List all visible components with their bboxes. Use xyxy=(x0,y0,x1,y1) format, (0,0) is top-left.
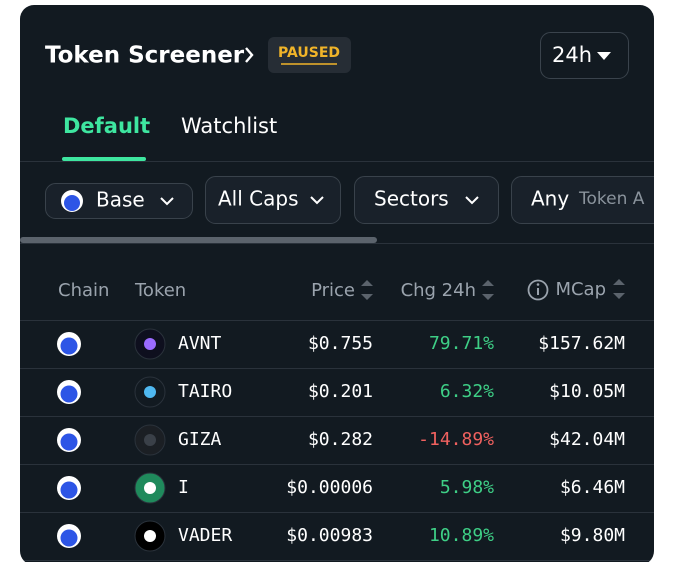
chevron xyxy=(160,197,174,206)
tab-active[interactable]: Default xyxy=(63,114,150,138)
token-symbol: AVNT xyxy=(178,333,222,354)
tab-indicator xyxy=(62,157,146,161)
token-symbol: VADER xyxy=(178,525,232,546)
timeframe[interactable]: 24h xyxy=(552,43,592,67)
chain-icon-inner xyxy=(60,385,78,403)
filter-chip[interactable] xyxy=(45,183,193,219)
tab[interactable]: Watchlist xyxy=(181,114,277,138)
change-24h: 5.98% xyxy=(440,477,494,498)
chain-icon-inner xyxy=(60,481,78,499)
chevron xyxy=(310,196,324,205)
panel: Token Screener PAUSED 24h Default Watchl… xyxy=(20,5,680,562)
token-symbol: GIZA xyxy=(178,429,222,450)
token-symbol: TAIRO xyxy=(178,381,232,402)
table-body: AVNT $0.755 79.71% $157.62M TAIRO $0.201 6.32%… xyxy=(20,328,654,561)
change-24h: 10.89% xyxy=(429,525,494,546)
filter-chip[interactable] xyxy=(354,176,499,224)
filter-label[interactable]: Sectors xyxy=(374,187,449,211)
market-cap: $157.62M xyxy=(538,333,625,354)
table-row[interactable]: AVNT $0.755 79.71% $157.62M xyxy=(20,328,654,369)
status: PAUSED xyxy=(278,45,340,61)
filter-chip[interactable] xyxy=(205,176,341,224)
price: $0.201 xyxy=(308,381,373,402)
token-icon-glyph xyxy=(144,386,156,398)
scroll-thumb[interactable] xyxy=(20,237,377,243)
table-row[interactable]: VADER $0.00983 10.89% $9.80M xyxy=(20,520,654,561)
column-header: Token xyxy=(134,280,186,301)
market-cap: $10.05M xyxy=(549,381,625,402)
change-24h: 79.71% xyxy=(429,333,494,354)
panel-bg xyxy=(20,5,654,562)
price: $0.00006 xyxy=(286,477,373,498)
sort-icon[interactable] xyxy=(482,280,494,300)
price: $0.00983 xyxy=(286,525,373,546)
title-chevron xyxy=(245,47,254,63)
column-header: Chain xyxy=(58,280,109,301)
market-cap: $42.04M xyxy=(549,429,625,450)
filter-label[interactable]: Base xyxy=(96,188,145,212)
filter-label[interactable]: Any xyxy=(531,187,569,211)
column-header[interactable]: Price xyxy=(311,280,355,301)
price: $0.755 xyxy=(308,333,373,354)
table-row[interactable]: I $0.00006 5.98% $6.46M xyxy=(20,472,654,513)
info-icon[interactable] xyxy=(527,279,549,301)
title[interactable]: Token Screener xyxy=(45,43,245,69)
token-icon-glyph xyxy=(144,530,156,542)
info-icon-dot xyxy=(536,283,540,286)
chain-icon-inner xyxy=(60,433,78,451)
price: $0.282 xyxy=(308,429,373,450)
market-cap: $6.46M xyxy=(560,477,625,498)
token-icon-glyph xyxy=(144,482,156,494)
filter-hint: Token A xyxy=(578,189,645,209)
token-icon-glyph xyxy=(144,434,156,446)
chain-icon-inner xyxy=(60,529,78,547)
chain-icon-inner xyxy=(64,195,80,211)
market-cap: $9.80M xyxy=(560,525,625,546)
column-header[interactable]: Chg 24h xyxy=(401,280,476,301)
sort-icon[interactable] xyxy=(613,279,625,299)
token-icon-glyph xyxy=(144,338,156,350)
table-row[interactable]: TAIRO $0.201 6.32% $10.05M xyxy=(20,376,654,417)
sort-icon[interactable] xyxy=(361,280,373,300)
filter-label[interactable]: All Caps xyxy=(218,187,299,211)
timeframe-caret xyxy=(597,52,611,60)
change-24h: 6.32% xyxy=(440,381,494,402)
change-24h: -14.89% xyxy=(418,429,494,450)
chain-icon-inner xyxy=(60,337,78,355)
token-symbol: I xyxy=(178,477,189,498)
chevron xyxy=(465,196,479,205)
filter-chip[interactable] xyxy=(511,176,680,224)
column-header[interactable]: MCap xyxy=(555,279,606,300)
timeframe-button[interactable] xyxy=(540,32,629,79)
table-row[interactable]: GIZA $0.282 -14.89% $42.04M xyxy=(20,424,654,465)
